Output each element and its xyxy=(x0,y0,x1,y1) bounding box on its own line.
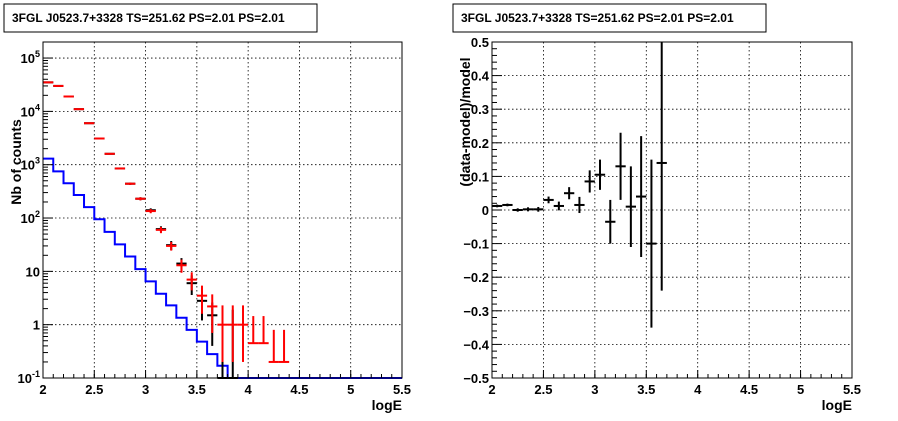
counts-y-tick-exponent: 4 xyxy=(35,102,40,112)
counts-y-tick-base: 10 xyxy=(21,51,35,66)
residual-data-point xyxy=(502,203,513,207)
counts-y-tick-label: 1 xyxy=(33,318,40,333)
counts-title: 3FGL J0523.7+3328 TS=251.62 PS=2.01 PS=2… xyxy=(12,11,285,25)
counts-data-point xyxy=(114,167,126,170)
residual-data-point xyxy=(512,208,523,212)
counts-x-tick-label: 4.5 xyxy=(290,382,308,397)
counts-data-point xyxy=(186,272,197,291)
residual-x-tick-label: 4.5 xyxy=(740,382,758,397)
residual-data-point xyxy=(574,196,585,214)
counts-y-tick-label: 104 xyxy=(21,102,40,119)
residual-data-point xyxy=(605,199,616,244)
counts-x-tick-label: 3 xyxy=(142,382,149,397)
residual-title-box xyxy=(452,3,767,33)
residual-marks xyxy=(492,42,667,328)
counts-y-tick-label: 10-1 xyxy=(18,369,40,386)
residual-y-tick-label: −0.2 xyxy=(463,270,489,285)
residual-y-tick-label: 0.2 xyxy=(471,136,489,151)
counts-data-point xyxy=(278,329,290,363)
counts-data-point xyxy=(258,316,269,345)
residual-data-point xyxy=(492,204,503,208)
counts-data-point xyxy=(104,152,115,155)
residual-data-point xyxy=(533,206,544,212)
residual-data-point xyxy=(594,159,606,190)
residual-y-tick-label: 0.3 xyxy=(471,102,489,117)
residual-data-point xyxy=(522,207,534,212)
counts-data-point xyxy=(94,137,105,140)
counts-x-tick-label: 4 xyxy=(245,382,253,397)
counts-y-tick-label: 10 xyxy=(26,264,40,279)
residual-y-tick-label: 0.5 xyxy=(471,35,489,50)
counts-x-tick-label: 5.5 xyxy=(393,382,411,397)
residual-y-tick-label: 0.4 xyxy=(471,69,490,84)
counts-y-axis-label: Nb of counts xyxy=(8,119,24,205)
counts-data-point xyxy=(135,197,146,201)
counts-y-tick-label: 105 xyxy=(21,49,40,66)
counts-data-point xyxy=(145,209,156,214)
counts-marks xyxy=(43,81,402,379)
counts-data-point xyxy=(227,305,238,362)
residual-x-tick-label: 5 xyxy=(797,382,804,397)
residual-x-tick-label: 2.5 xyxy=(534,382,552,397)
residual-data-point xyxy=(625,166,636,247)
counts-y-tick-exponent: -1 xyxy=(32,369,40,379)
counts-panel: 3FGL J0523.7+3328 TS=251.62 PS=2.01 PS=2… xyxy=(3,3,411,413)
residual-data-point xyxy=(564,187,575,200)
residual-y-tick-label: 0.1 xyxy=(471,169,489,184)
counts-data-point xyxy=(155,226,167,234)
counts-data-point xyxy=(248,316,259,345)
counts-data-point xyxy=(166,242,177,251)
counts-data-point xyxy=(176,259,187,273)
residual-data-point xyxy=(636,136,647,258)
counts-grid xyxy=(43,42,402,378)
residual-data-point xyxy=(584,170,595,193)
counts-y-tick-base: 10 xyxy=(21,104,35,119)
residual-x-tick-label: 3 xyxy=(591,382,598,397)
residual-x-tick-label: 3.5 xyxy=(637,382,655,397)
residual-x-tick-label: 5.5 xyxy=(843,382,861,397)
counts-data-point xyxy=(84,122,95,125)
residual-y-tick-label: −0.4 xyxy=(463,337,489,352)
counts-x-tick-label: 5 xyxy=(347,382,354,397)
residual-grid xyxy=(492,42,852,378)
counts-title-box xyxy=(3,3,318,33)
counts-x-tick-label: 2.5 xyxy=(85,382,103,397)
residual-y-tick-label: −0.5 xyxy=(463,371,489,386)
counts-plot-frame xyxy=(42,41,403,379)
counts-data-point xyxy=(196,285,208,314)
residual-data-point xyxy=(553,201,564,211)
counts-x-tick-label: 2 xyxy=(39,382,46,397)
counts-y-tick-exponent: 5 xyxy=(35,49,40,59)
residual-y-tick-label: 0 xyxy=(482,203,489,218)
counts-y-tick-exponent: 2 xyxy=(35,209,40,219)
counts-data-point xyxy=(237,305,249,362)
counts-data-point xyxy=(125,182,136,185)
counts-y-tick-label: 103 xyxy=(21,156,40,173)
counts-x-tick-label: 3.5 xyxy=(188,382,206,397)
residual-panel: 3FGL J0523.7+3328 TS=251.62 PS=2.01 PS=2… xyxy=(452,3,861,413)
counts-y-tick-base: 10 xyxy=(18,371,32,386)
residual-ticks: 2 2.5 3 3.5 4 4.5 5 5.5 −0.5 −0.4 −0.3 −0.2 −0.1 0 0.1… xyxy=(463,35,861,397)
residual-data-point xyxy=(615,132,626,200)
residual-y-axis-label: (data-model)/model xyxy=(457,57,473,186)
residual-title: 3FGL J0523.7+3328 TS=251.62 PS=2.01 PS=2… xyxy=(461,11,734,25)
residual-data-point xyxy=(646,159,657,328)
counts-data-point xyxy=(268,329,279,363)
counts-y-tick-base: 10 xyxy=(21,211,35,226)
counts-data-point xyxy=(217,305,228,362)
residual-data-point xyxy=(656,42,667,291)
residual-y-tick-label: −0.3 xyxy=(463,304,489,319)
counts-x-axis-label: logE xyxy=(372,397,402,413)
counts-y-tick-exponent: 3 xyxy=(35,156,40,166)
residual-x-axis-label: logE xyxy=(822,397,852,413)
residual-y-tick-label: −0.1 xyxy=(463,237,489,252)
residual-x-tick-label: 4 xyxy=(694,382,702,397)
counts-y-tick-label: 102 xyxy=(21,209,40,226)
residual-x-tick-label: 2 xyxy=(488,382,495,397)
counts-y-tick-base: 10 xyxy=(21,158,35,173)
residual-data-point xyxy=(543,196,554,204)
counts-data-point xyxy=(207,294,218,333)
